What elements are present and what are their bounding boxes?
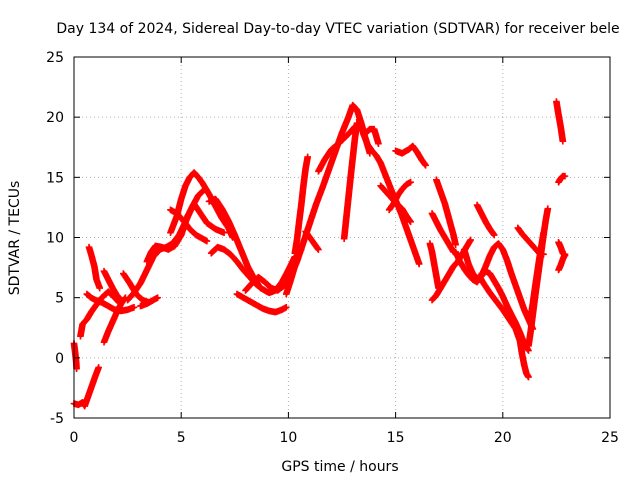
series-arc-28: [392, 142, 429, 169]
data-point: [452, 241, 459, 249]
y-tick-label: 0: [55, 351, 64, 367]
y-tick-label: 10: [46, 231, 64, 247]
data-point: [525, 373, 532, 381]
data-point: [540, 229, 547, 236]
series-arc-39: [527, 229, 547, 321]
chart-title: Day 134 of 2024, Sidereal Day-to-day VTE…: [56, 21, 619, 37]
data-point: [297, 246, 305, 253]
data-point: [467, 236, 474, 244]
x-tick-label: 20: [494, 430, 512, 446]
series-arc-01: [70, 340, 80, 372]
data-point: [304, 153, 311, 161]
data-point: [407, 178, 414, 186]
data-point: [561, 172, 569, 180]
x-tick-label: 5: [177, 430, 186, 446]
series-arc-32: [433, 176, 459, 249]
y-tick-label: 5: [55, 291, 64, 307]
y-tick-label: 25: [46, 50, 64, 66]
data-point: [96, 284, 104, 292]
series-arc-40: [553, 98, 567, 145]
series-arc-23: [340, 119, 361, 243]
series-arc-04: [77, 288, 123, 340]
y-tick-label: 15: [46, 170, 64, 186]
x-tick-label: 0: [70, 430, 79, 446]
x-axis-label: GPS time / hours: [281, 459, 398, 475]
series-arc-43: [555, 251, 569, 274]
x-tick-label: 15: [387, 430, 405, 446]
y-tick-label: 20: [46, 110, 64, 126]
series-arc-19: [282, 246, 305, 298]
data-point: [559, 137, 567, 145]
data-point: [375, 140, 382, 147]
y-tick-label: -5: [50, 411, 64, 427]
axis-ticks: 0 5 10 15 20 25 -5 0 5 10 15 20 25: [46, 50, 619, 446]
data-point: [315, 246, 322, 253]
series-arc-07: [100, 267, 125, 304]
series-arc-31: [428, 210, 457, 256]
data-point: [154, 294, 161, 301]
series-arc-18: [233, 290, 290, 316]
series-arc-21: [302, 228, 322, 253]
series-arc-35: [473, 201, 498, 239]
data-point: [130, 303, 138, 311]
data-point: [407, 218, 414, 226]
data-point: [220, 229, 228, 236]
data-point: [415, 260, 423, 268]
data-point: [422, 162, 429, 169]
series-arc-36: [475, 272, 532, 381]
y-axis-label: SDTVAR / TECUs: [7, 181, 23, 296]
data-point: [490, 231, 498, 239]
data-point: [95, 364, 102, 371]
series-arc-27: [385, 178, 414, 214]
data-points: [70, 98, 569, 410]
x-tick-label: 10: [279, 430, 297, 446]
series-arc-03: [81, 364, 102, 410]
series-arc-29: [426, 240, 442, 292]
series-arc-20: [291, 153, 311, 257]
data-point: [203, 237, 211, 245]
x-tick-label: 25: [601, 430, 619, 446]
series-arc-11: [137, 294, 161, 310]
series-arc-25: [362, 125, 382, 147]
series-arc-14: [167, 206, 211, 245]
series-arc-05: [85, 243, 104, 292]
series-arc-41: [555, 172, 569, 186]
data-point: [282, 303, 290, 311]
series-arc-08: [100, 294, 129, 346]
data-point: [544, 205, 552, 212]
series-arc-13: [167, 169, 236, 241]
data-point: [561, 251, 569, 258]
